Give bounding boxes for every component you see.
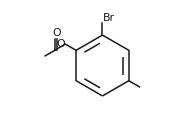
Text: O: O	[52, 28, 61, 38]
Text: O: O	[56, 39, 65, 49]
Text: Br: Br	[103, 13, 115, 23]
